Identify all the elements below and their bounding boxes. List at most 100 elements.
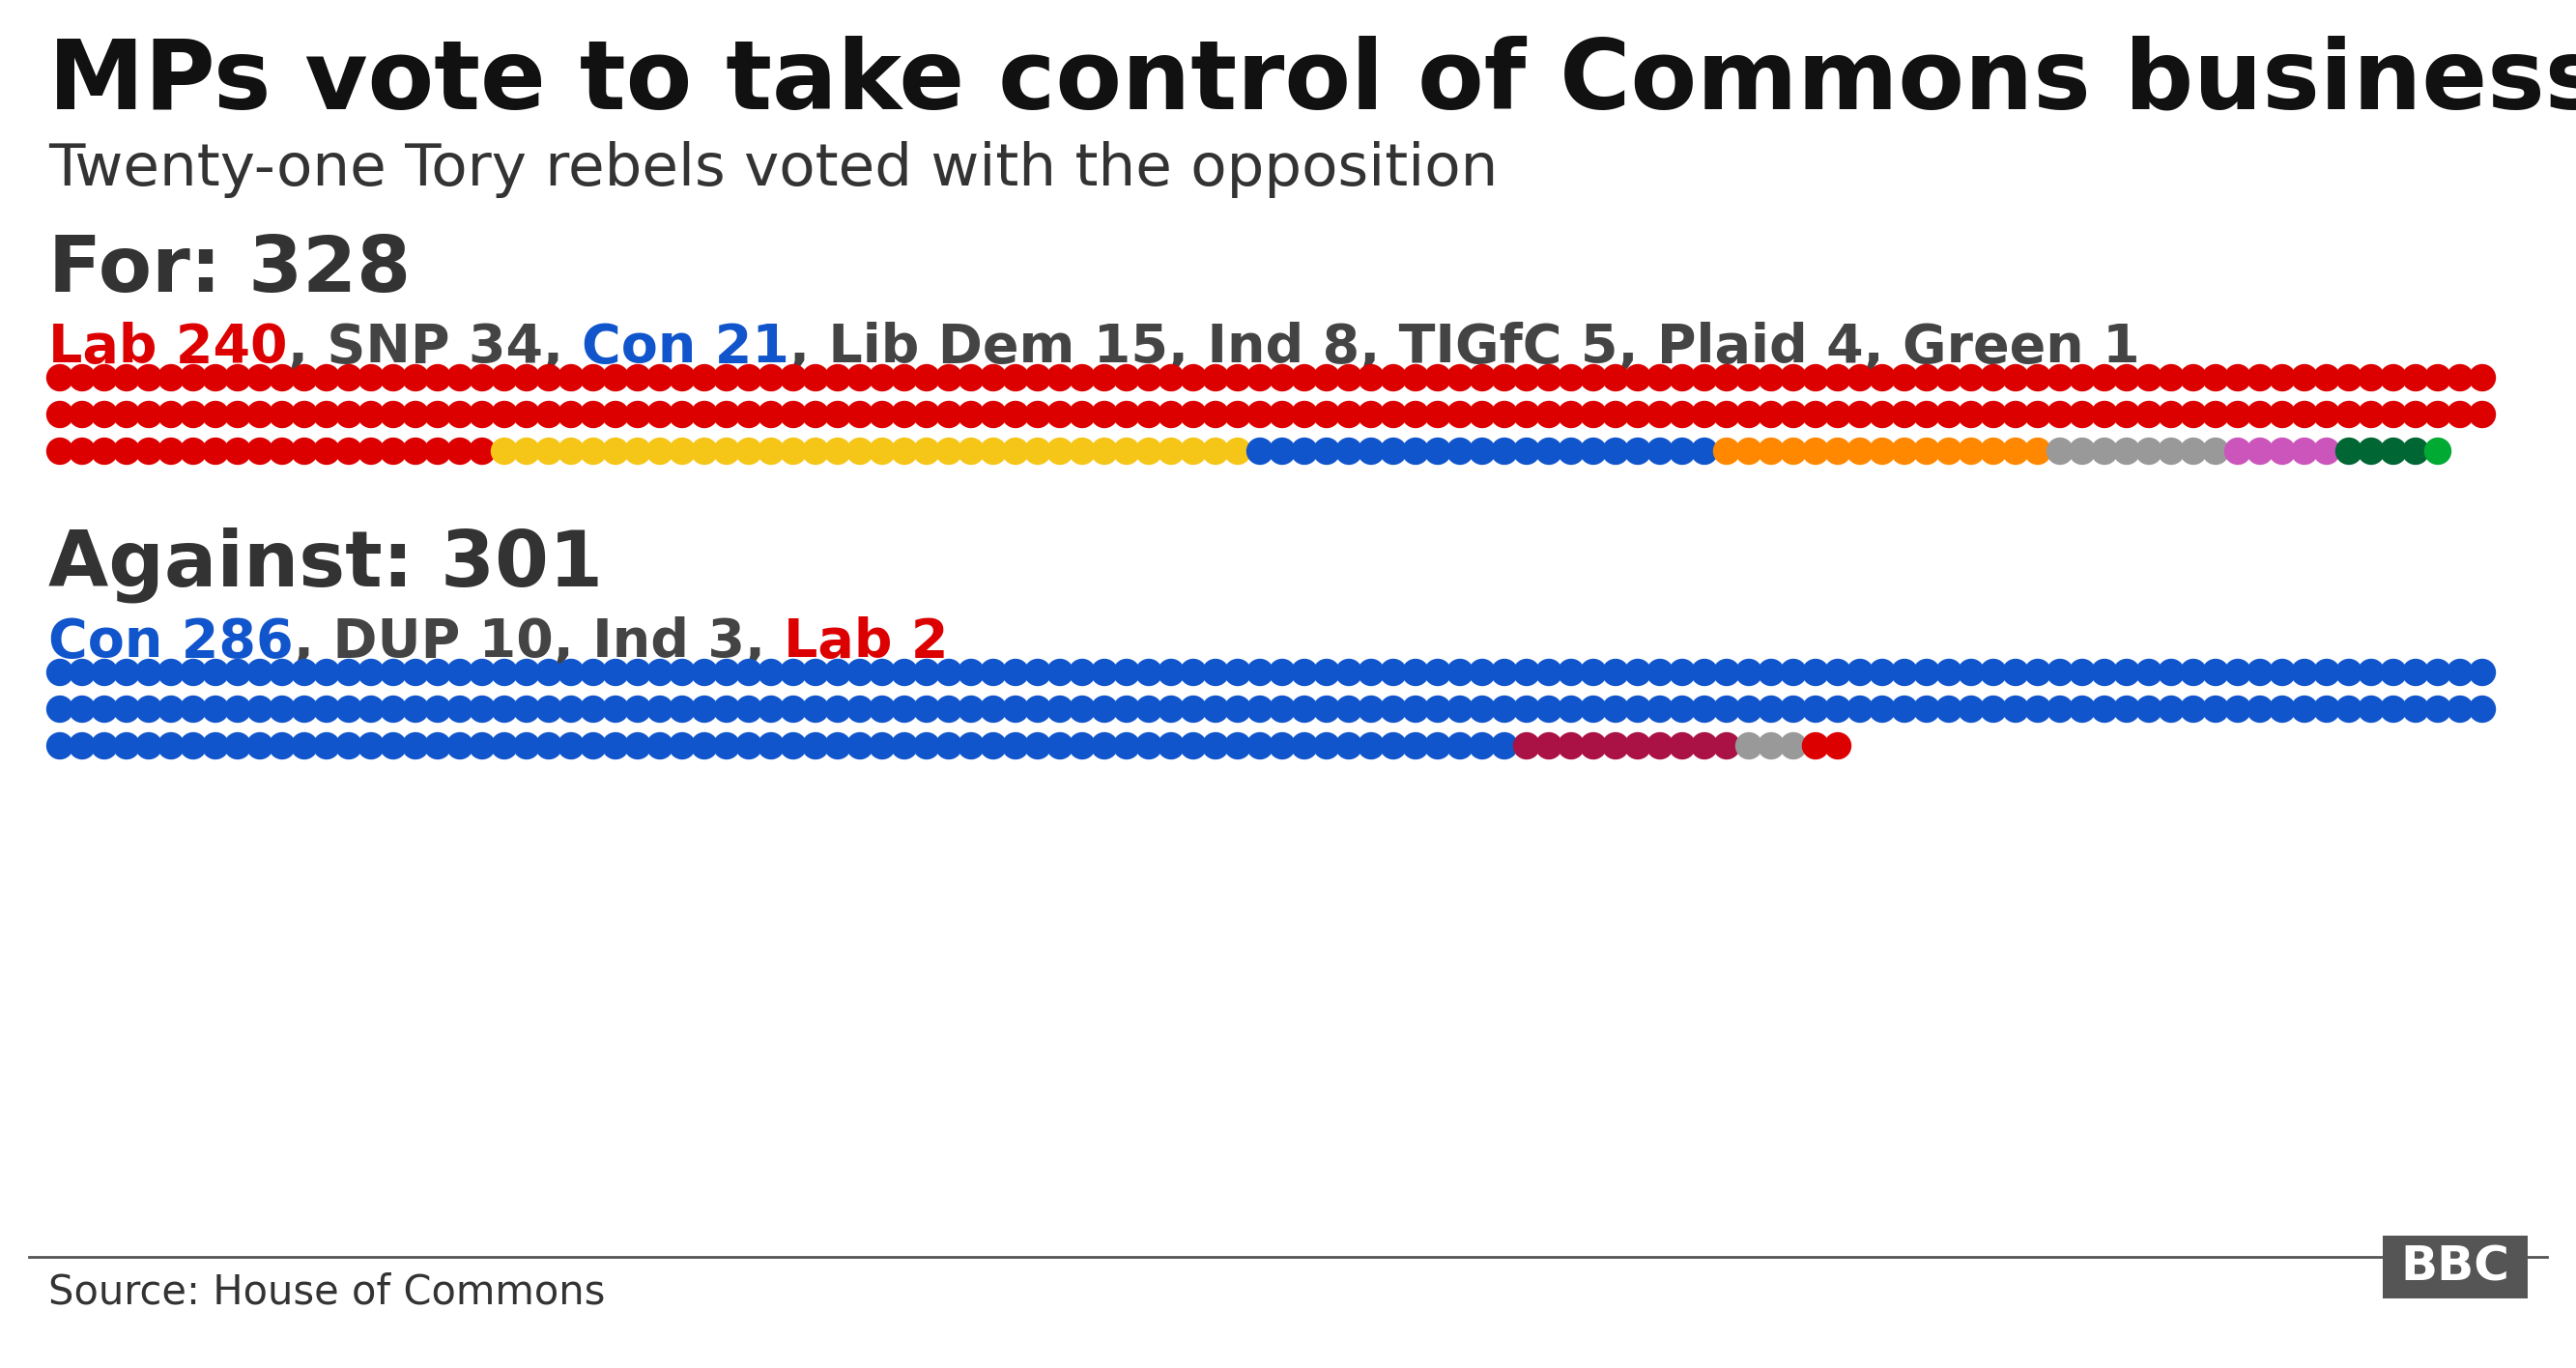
Circle shape	[1780, 696, 1806, 722]
Circle shape	[2470, 696, 2496, 722]
Circle shape	[1870, 696, 1896, 722]
Text: Con 286: Con 286	[49, 617, 294, 669]
Circle shape	[2025, 401, 2050, 427]
Circle shape	[536, 401, 562, 427]
Circle shape	[1314, 438, 1340, 464]
Circle shape	[1558, 733, 1584, 759]
Circle shape	[1448, 401, 1473, 427]
Circle shape	[268, 696, 296, 722]
FancyBboxPatch shape	[2383, 1235, 2527, 1298]
Circle shape	[2069, 696, 2094, 722]
Circle shape	[1069, 733, 1095, 759]
Circle shape	[848, 659, 873, 685]
Circle shape	[1337, 733, 1363, 759]
Circle shape	[623, 696, 652, 722]
Circle shape	[1803, 401, 1829, 427]
Circle shape	[1224, 401, 1252, 427]
Circle shape	[690, 696, 719, 722]
Circle shape	[757, 401, 783, 427]
Circle shape	[1602, 438, 1628, 464]
Circle shape	[137, 401, 162, 427]
Circle shape	[737, 438, 762, 464]
Circle shape	[623, 365, 652, 391]
Circle shape	[314, 696, 340, 722]
Circle shape	[1025, 438, 1051, 464]
Text: For: 328: For: 328	[49, 233, 410, 308]
Circle shape	[737, 365, 762, 391]
Circle shape	[1515, 659, 1540, 685]
Circle shape	[1092, 696, 1118, 722]
Circle shape	[1159, 733, 1185, 759]
Circle shape	[1981, 365, 2007, 391]
Circle shape	[647, 365, 672, 391]
Circle shape	[224, 401, 250, 427]
Circle shape	[1625, 696, 1651, 722]
Circle shape	[492, 365, 518, 391]
Circle shape	[335, 438, 361, 464]
Circle shape	[1159, 401, 1185, 427]
Circle shape	[824, 438, 850, 464]
Circle shape	[1270, 733, 1296, 759]
Circle shape	[2179, 365, 2208, 391]
Circle shape	[180, 401, 206, 427]
Circle shape	[559, 365, 585, 391]
Circle shape	[536, 733, 562, 759]
Circle shape	[291, 659, 317, 685]
Circle shape	[1847, 659, 1873, 685]
Circle shape	[1937, 659, 1963, 685]
Circle shape	[868, 401, 896, 427]
Circle shape	[647, 659, 672, 685]
Circle shape	[1515, 365, 1540, 391]
Circle shape	[1824, 659, 1850, 685]
Circle shape	[1224, 696, 1252, 722]
Circle shape	[157, 659, 183, 685]
Circle shape	[1224, 733, 1252, 759]
Circle shape	[1425, 696, 1450, 722]
Circle shape	[1492, 438, 1517, 464]
Circle shape	[224, 438, 250, 464]
Circle shape	[2115, 438, 2141, 464]
Circle shape	[647, 733, 672, 759]
Circle shape	[1092, 438, 1118, 464]
Circle shape	[381, 696, 407, 722]
Circle shape	[935, 696, 961, 722]
Circle shape	[891, 659, 917, 685]
Circle shape	[247, 659, 273, 685]
Circle shape	[1247, 696, 1273, 722]
Circle shape	[1381, 401, 1406, 427]
Circle shape	[90, 365, 118, 391]
Circle shape	[46, 733, 72, 759]
Circle shape	[1136, 696, 1162, 722]
Circle shape	[2357, 365, 2385, 391]
Circle shape	[137, 659, 162, 685]
Circle shape	[623, 401, 652, 427]
Circle shape	[1824, 401, 1850, 427]
Circle shape	[1914, 696, 1940, 722]
Circle shape	[714, 401, 739, 427]
Circle shape	[670, 438, 696, 464]
Circle shape	[1337, 438, 1363, 464]
Circle shape	[469, 438, 495, 464]
Circle shape	[1535, 401, 1561, 427]
Circle shape	[1780, 438, 1806, 464]
Circle shape	[1736, 401, 1762, 427]
Circle shape	[2424, 438, 2450, 464]
Circle shape	[1625, 659, 1651, 685]
Circle shape	[670, 365, 696, 391]
Circle shape	[1113, 438, 1139, 464]
Circle shape	[603, 438, 629, 464]
Circle shape	[1337, 696, 1363, 722]
Circle shape	[603, 659, 629, 685]
Circle shape	[1381, 365, 1406, 391]
Circle shape	[1025, 733, 1051, 759]
Circle shape	[157, 696, 183, 722]
Circle shape	[1113, 365, 1139, 391]
Circle shape	[469, 733, 495, 759]
Circle shape	[848, 365, 873, 391]
Circle shape	[2115, 696, 2141, 722]
Circle shape	[180, 365, 206, 391]
Circle shape	[1558, 696, 1584, 722]
Circle shape	[2002, 438, 2030, 464]
Circle shape	[536, 696, 562, 722]
Circle shape	[1381, 438, 1406, 464]
